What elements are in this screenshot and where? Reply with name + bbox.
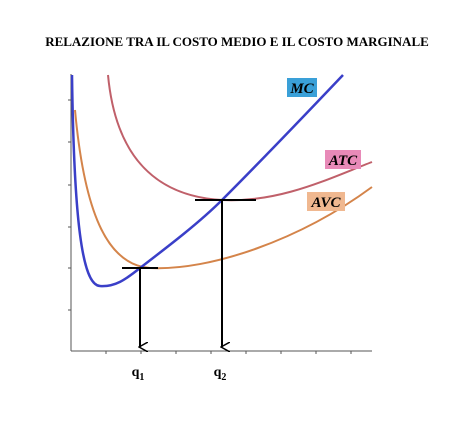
q-sub: 2	[221, 372, 226, 383]
atc-label: ATC	[328, 153, 358, 169]
avc-label: AVC	[311, 195, 342, 211]
title: RELAZIONE TRA IL COSTO MEDIO E IL COSTO …	[45, 34, 429, 49]
mc-label: MC	[289, 81, 314, 97]
q-sub: 1	[139, 372, 144, 383]
q-base: q	[214, 365, 222, 380]
avc-label-box	[307, 192, 345, 211]
mc-label-box	[287, 78, 317, 97]
q-base: q	[132, 365, 140, 380]
q1-label: q1	[132, 365, 145, 383]
q2-label: q2	[214, 365, 227, 383]
markers	[122, 199, 256, 347]
atc-label-box	[325, 150, 361, 169]
avc-curve	[74, 109, 373, 270]
axes	[68, 74, 372, 354]
